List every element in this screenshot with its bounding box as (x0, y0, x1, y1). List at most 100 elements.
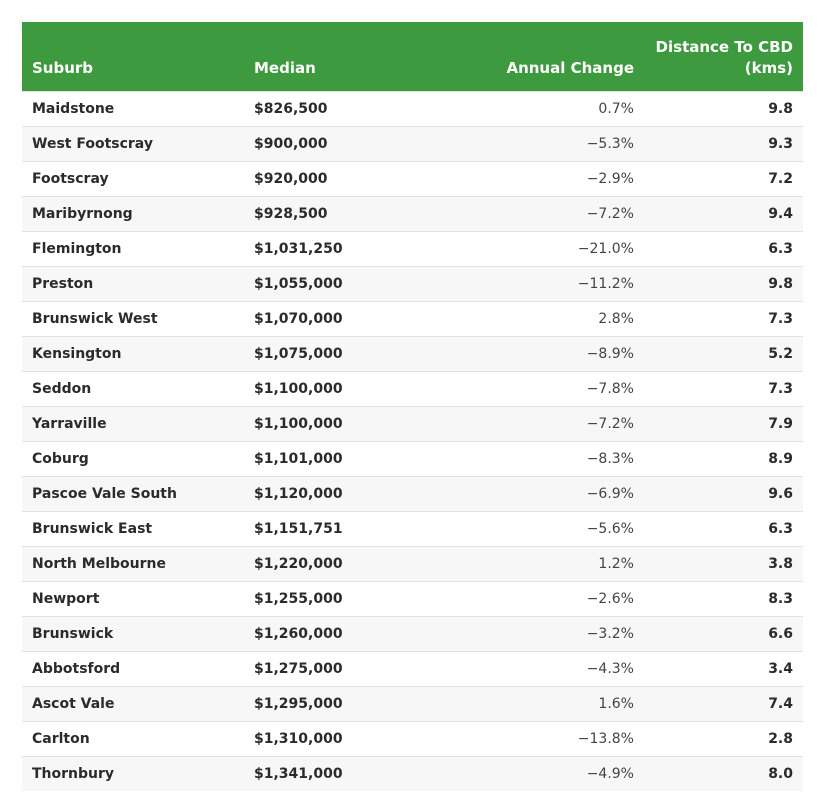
table-body: Maidstone $826,500 0.7% 9.8 West Footscray $9… (22, 91, 803, 791)
cell-distance: 9.8 (768, 275, 793, 292)
cell-annual-change: −7.2% (586, 205, 634, 222)
table-row: Brunswick $1,260,000 −3.2% 6.6 (22, 616, 803, 651)
cell-median: $1,151,751 (254, 520, 343, 537)
cell-suburb: Abbotsford (32, 660, 121, 677)
cell-distance: 7.3 (768, 380, 793, 397)
cell-suburb: Maidstone (32, 100, 115, 117)
table-row: Seddon $1,100,000 −7.8% 7.3 (22, 371, 803, 406)
table-row: Pascoe Vale South $1,120,000 −6.9% 9.6 (22, 476, 803, 511)
cell-suburb: Ascot Vale (32, 695, 115, 712)
cell-annual-change: −13.8% (577, 730, 634, 747)
cell-suburb: Brunswick West (32, 310, 158, 327)
column-header-suburb: Suburb (32, 58, 94, 77)
cell-distance: 2.8 (768, 730, 793, 747)
table-header: Suburb Median Annual Change Distance To … (22, 22, 803, 91)
cell-annual-change: 2.8% (598, 310, 634, 327)
cell-suburb: Carlton (32, 730, 90, 747)
cell-annual-change: 0.7% (598, 100, 634, 117)
table-row: Maribyrnong $928,500 −7.2% 9.4 (22, 196, 803, 231)
cell-distance: 7.2 (768, 170, 793, 187)
cell-annual-change: −7.2% (586, 415, 634, 432)
cell-distance: 9.4 (768, 205, 793, 222)
cell-suburb: North Melbourne (32, 555, 166, 572)
distance-header-line2: (kms) (744, 58, 793, 77)
cell-median: $1,120,000 (254, 485, 343, 502)
cell-suburb: Seddon (32, 380, 92, 397)
cell-annual-change: 1.2% (598, 555, 634, 572)
table-row: Footscray $920,000 −2.9% 7.2 (22, 161, 803, 196)
distance-header-line1: Distance To CBD (655, 37, 793, 56)
cell-median: $1,310,000 (254, 730, 343, 747)
cell-annual-change: −2.6% (586, 590, 634, 607)
table-row: Kensington $1,075,000 −8.9% 5.2 (22, 336, 803, 371)
suburb-median-table-container: Suburb Median Annual Change Distance To … (22, 22, 803, 791)
cell-median: $1,100,000 (254, 380, 343, 397)
table-header-row: Suburb Median Annual Change Distance To … (22, 22, 803, 91)
table-row: Carlton $1,310,000 −13.8% 2.8 (22, 721, 803, 756)
cell-annual-change: −7.8% (586, 380, 634, 397)
cell-suburb: Footscray (32, 170, 109, 187)
cell-annual-change: −5.6% (586, 520, 634, 537)
cell-distance: 7.3 (768, 310, 793, 327)
cell-distance: 8.3 (768, 590, 793, 607)
cell-distance: 3.4 (768, 660, 793, 677)
cell-median: $1,275,000 (254, 660, 343, 677)
cell-distance: 6.6 (768, 625, 793, 642)
cell-distance: 5.2 (768, 345, 793, 362)
cell-median: $1,100,000 (254, 415, 343, 432)
cell-suburb: Coburg (32, 450, 89, 467)
column-header-distance-to-cbd: Distance To CBD (kms) (644, 22, 803, 91)
cell-median: $1,075,000 (254, 345, 343, 362)
cell-distance: 6.3 (768, 520, 793, 537)
table-row: Newport $1,255,000 −2.6% 8.3 (22, 581, 803, 616)
cell-median: $1,220,000 (254, 555, 343, 572)
cell-distance: 9.8 (768, 100, 793, 117)
table-row: Abbotsford $1,275,000 −4.3% 3.4 (22, 651, 803, 686)
cell-annual-change: −8.3% (586, 450, 634, 467)
cell-median: $1,341,000 (254, 765, 343, 782)
cell-suburb: Maribyrnong (32, 205, 133, 222)
cell-suburb: Flemington (32, 240, 122, 257)
cell-annual-change: −2.9% (586, 170, 634, 187)
cell-annual-change: −21.0% (577, 240, 634, 257)
cell-median: $1,101,000 (254, 450, 343, 467)
cell-median: $920,000 (254, 170, 328, 187)
cell-median: $900,000 (254, 135, 328, 152)
table-row: Brunswick West $1,070,000 2.8% 7.3 (22, 301, 803, 336)
cell-distance: 6.3 (768, 240, 793, 257)
cell-distance: 7.9 (768, 415, 793, 432)
cell-suburb: Kensington (32, 345, 122, 362)
cell-distance: 9.3 (768, 135, 793, 152)
table-row: Yarraville $1,100,000 −7.2% 7.9 (22, 406, 803, 441)
cell-suburb: Brunswick (32, 625, 114, 642)
cell-suburb: West Footscray (32, 135, 153, 152)
cell-suburb: Preston (32, 275, 94, 292)
cell-annual-change: −3.2% (586, 625, 634, 642)
suburb-median-table: Suburb Median Annual Change Distance To … (22, 22, 803, 791)
cell-suburb: Brunswick East (32, 520, 153, 537)
cell-annual-change: −8.9% (586, 345, 634, 362)
cell-median: $1,070,000 (254, 310, 343, 327)
table-row: Ascot Vale $1,295,000 1.6% 7.4 (22, 686, 803, 721)
column-header-annual-change: Annual Change (506, 58, 634, 77)
table-row: Thornbury $1,341,000 −4.9% 8.0 (22, 756, 803, 791)
cell-median: $1,255,000 (254, 590, 343, 607)
cell-annual-change: −11.2% (577, 275, 634, 292)
cell-distance: 8.0 (768, 765, 793, 782)
cell-suburb: Thornbury (32, 765, 115, 782)
table-row: North Melbourne $1,220,000 1.2% 3.8 (22, 546, 803, 581)
cell-median: $1,055,000 (254, 275, 343, 292)
cell-annual-change: −5.3% (586, 135, 634, 152)
cell-median: $826,500 (254, 100, 328, 117)
table-row: Preston $1,055,000 −11.2% 9.8 (22, 266, 803, 301)
column-header-median: Median (254, 58, 316, 77)
table-row: Brunswick East $1,151,751 −5.6% 6.3 (22, 511, 803, 546)
cell-median: $1,260,000 (254, 625, 343, 642)
table-row: Coburg $1,101,000 −8.3% 8.9 (22, 441, 803, 476)
cell-distance: 3.8 (768, 555, 793, 572)
cell-distance: 9.6 (768, 485, 793, 502)
cell-annual-change: −4.3% (586, 660, 634, 677)
cell-distance: 7.4 (768, 695, 793, 712)
table-row: Flemington $1,031,250 −21.0% 6.3 (22, 231, 803, 266)
table-row: Maidstone $826,500 0.7% 9.8 (22, 91, 803, 126)
